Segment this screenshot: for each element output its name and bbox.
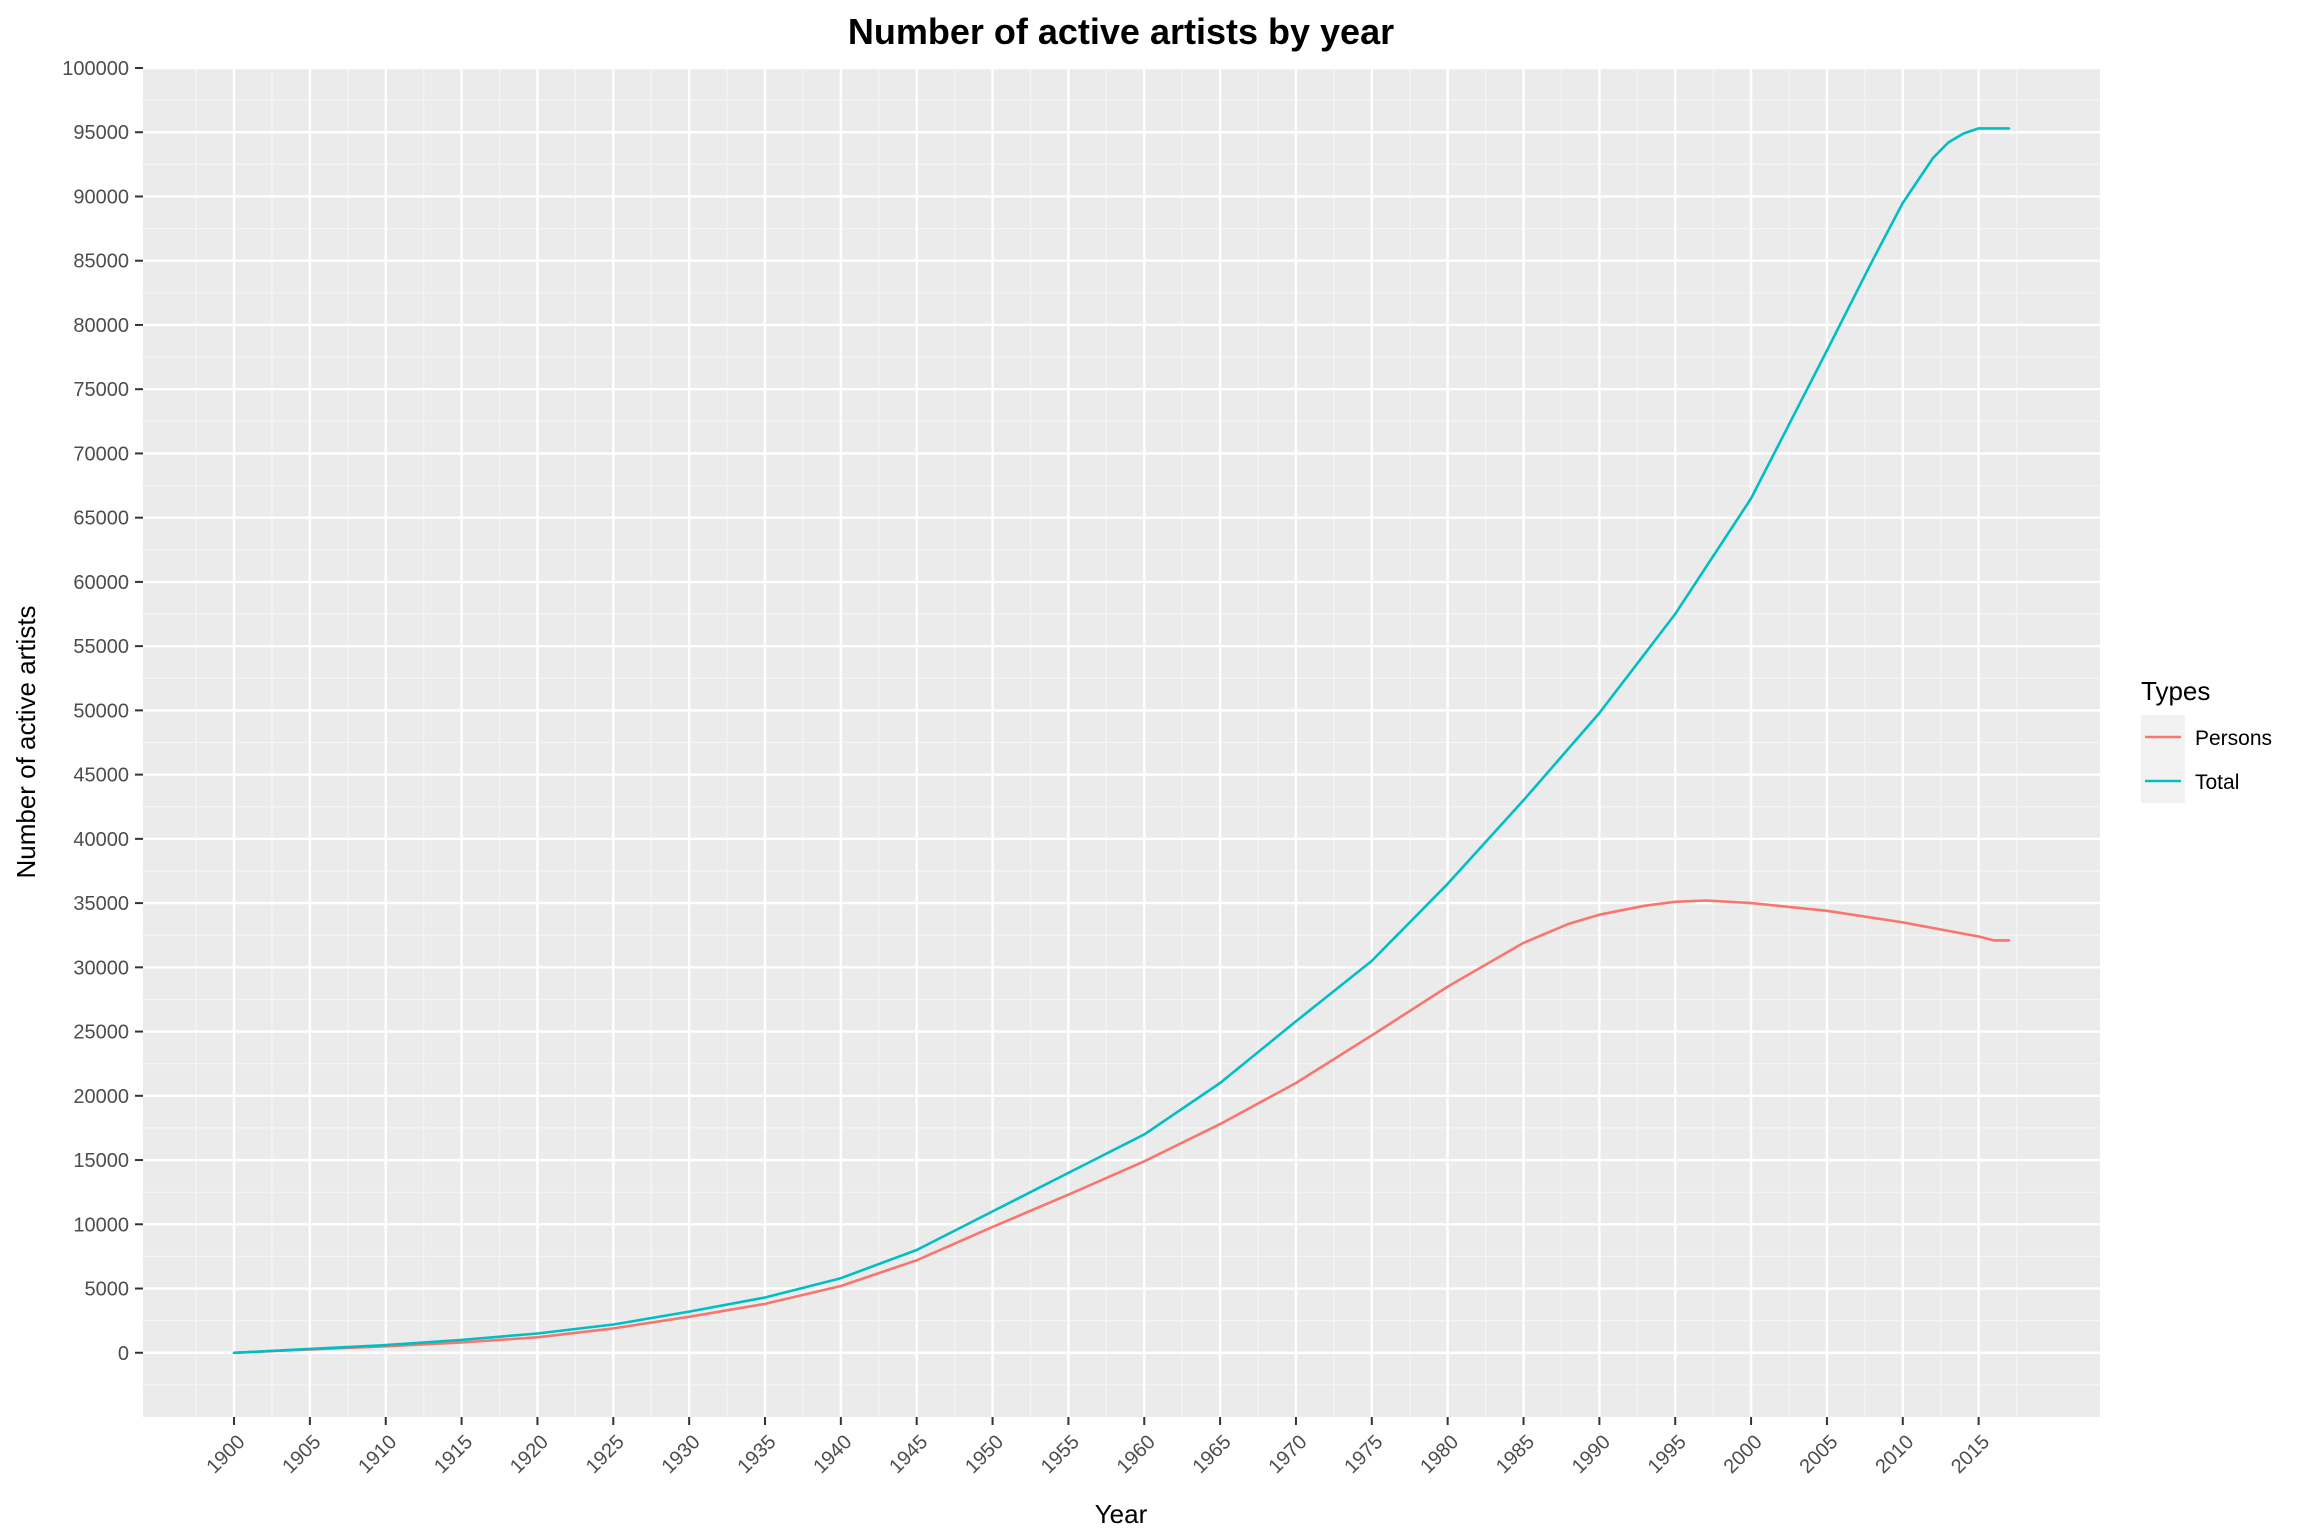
major-gridlines [143, 66, 2100, 1417]
y-tick-label: 95000 [73, 122, 129, 144]
x-tick-label: 1940 [809, 1431, 856, 1478]
x-tick-labels: 1900 1905 1910 1915 1920 1925 1930 1935 1940 1945… [203, 1431, 1995, 1478]
y-tick-label: 60000 [73, 572, 129, 594]
x-tick-label: 2000 [1720, 1431, 1767, 1478]
x-tick-label: 1900 [203, 1431, 250, 1478]
x-tick-label: 1985 [1492, 1431, 1539, 1478]
y-tick-label: 30000 [73, 957, 129, 979]
x-tick-label: 1980 [1416, 1431, 1463, 1478]
y-tick-label: 45000 [73, 765, 129, 787]
y-tick-label: 75000 [73, 379, 129, 401]
x-tick-label: 2010 [1871, 1431, 1918, 1478]
legend-label: Persons [2195, 727, 2272, 750]
y-tick-label: 0 [118, 1343, 129, 1365]
x-tick-label: 1935 [734, 1431, 781, 1478]
x-tick-label: 1960 [1113, 1431, 1160, 1478]
x-tick-label: 1955 [1037, 1431, 1084, 1478]
x-tick-label: 1965 [1189, 1431, 1236, 1478]
x-axis-title: Year [1095, 1499, 1148, 1529]
x-tick-label: 1910 [354, 1431, 401, 1478]
x-tick-label: 2015 [1947, 1431, 1994, 1478]
y-tick-label: 65000 [73, 508, 129, 530]
y-tick-label: 15000 [73, 1150, 129, 1172]
y-tick-label: 25000 [73, 1022, 129, 1044]
y-tick-label: 70000 [73, 443, 129, 465]
legend-title: Types [2141, 676, 2210, 706]
series-line-persons [232, 899, 2011, 1355]
y-tick-label: 80000 [73, 315, 129, 337]
y-tick-label: 40000 [73, 829, 129, 851]
y-tick-label: 10000 [73, 1214, 129, 1236]
y-tick-label: 90000 [73, 186, 129, 208]
y-tick-label: 5000 [85, 1279, 130, 1301]
x-tick-label: 1990 [1568, 1431, 1615, 1478]
legend-items: Persons Total [2141, 715, 2272, 803]
axis-ticks [135, 67, 1980, 1425]
x-tick-label: 1975 [1340, 1431, 1387, 1478]
y-tick-label: 50000 [73, 700, 129, 722]
chart-title: Number of active artists by year [848, 11, 1394, 52]
y-axis-title: Number of active artists [11, 605, 41, 878]
x-tick-label: 1950 [961, 1431, 1008, 1478]
x-tick-label: 1905 [278, 1431, 325, 1478]
legend-label: Total [2195, 771, 2239, 794]
x-tick-label: 1925 [582, 1431, 629, 1478]
series-line-total [232, 127, 2011, 1355]
y-tick-label: 100000 [62, 58, 129, 80]
legend: Types Persons Total [2141, 676, 2272, 803]
x-tick-label: 1920 [506, 1431, 553, 1478]
x-tick-label: 1930 [658, 1431, 705, 1478]
series-lines [232, 127, 2011, 1355]
y-tick-labels: 0 5000 10000 15000 20000 25000 30000 35000 40000… [62, 58, 129, 1365]
x-tick-label: 1970 [1264, 1431, 1311, 1478]
y-tick-label: 55000 [73, 636, 129, 658]
y-tick-label: 85000 [73, 251, 129, 273]
y-tick-label: 20000 [73, 1086, 129, 1108]
minor-gridlines [143, 68, 2100, 1417]
x-tick-label: 1915 [430, 1431, 477, 1478]
y-tick-label: 35000 [73, 893, 129, 915]
x-tick-label: 1945 [885, 1431, 932, 1478]
x-tick-label: 1995 [1644, 1431, 1691, 1478]
x-tick-label: 2005 [1795, 1431, 1842, 1478]
